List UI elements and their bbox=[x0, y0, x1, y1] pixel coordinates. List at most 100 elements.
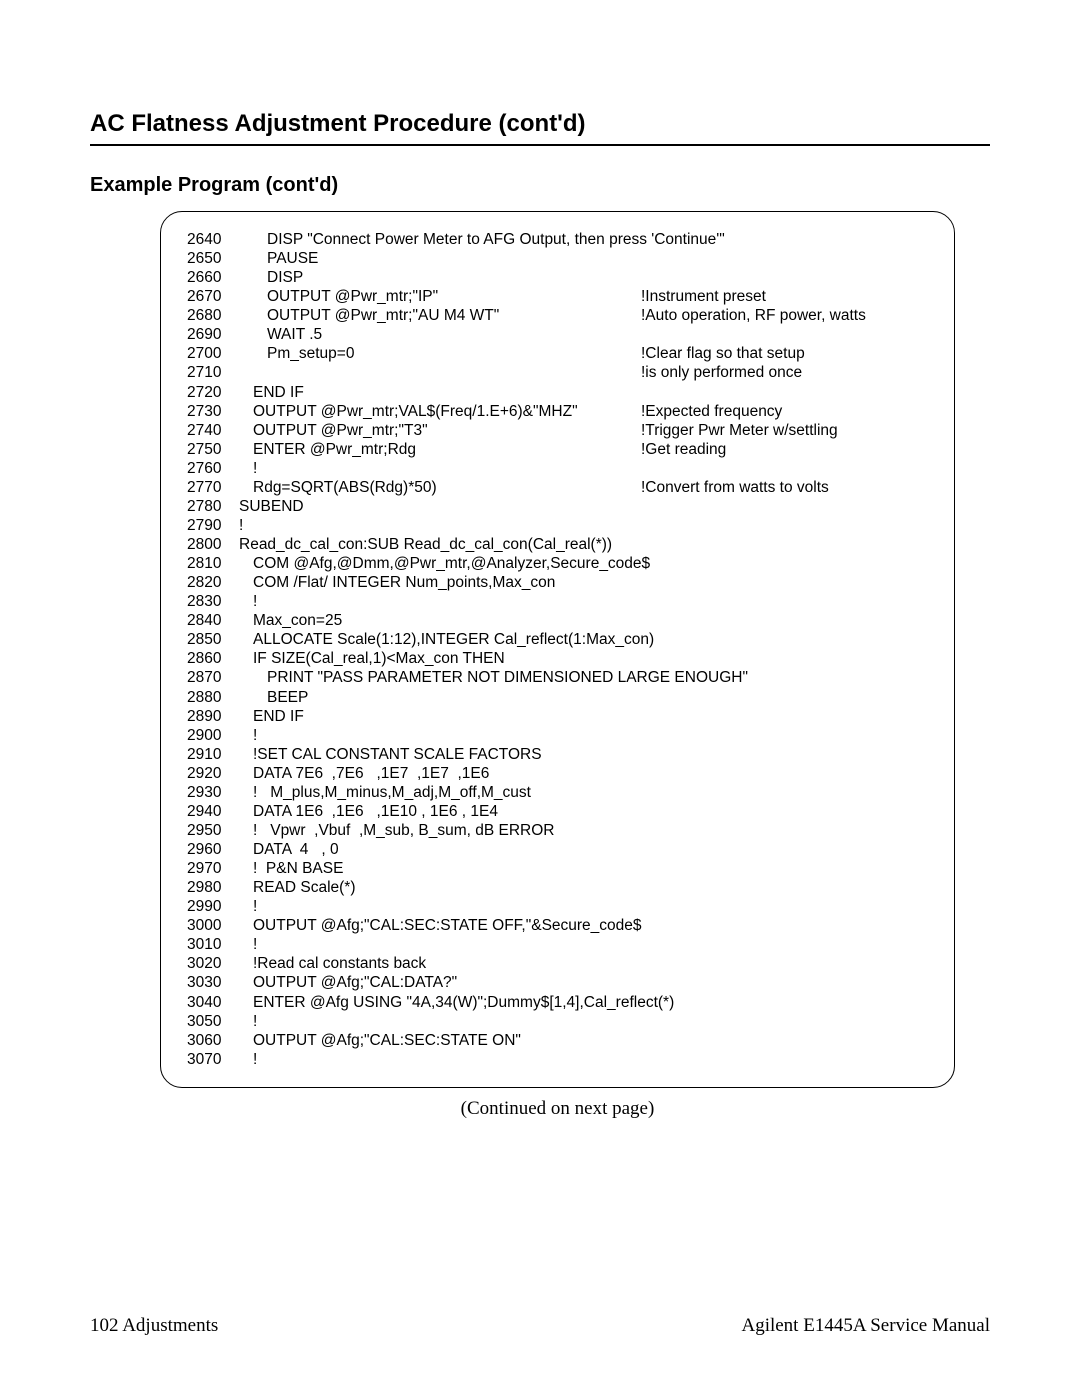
code-row: 2950! Vpwr ,Vbuf ,M_sub, B_sum, dB ERROR bbox=[187, 821, 928, 840]
code-text: ! M_plus,M_minus,M_adj,M_off,M_cust bbox=[239, 783, 641, 802]
code-text: IF SIZE(Cal_real,1)<Max_con THEN bbox=[239, 649, 641, 668]
line-number: 2740 bbox=[187, 421, 239, 440]
code-text: Pm_setup=0 bbox=[239, 344, 641, 363]
line-number: 2930 bbox=[187, 783, 239, 802]
code-text: READ Scale(*) bbox=[239, 878, 641, 897]
code-text: ! bbox=[239, 516, 641, 535]
code-statement: BEEP bbox=[267, 689, 308, 706]
code-row: 2890END IF bbox=[187, 707, 928, 726]
code-statement: OUTPUT @Pwr_mtr;"IP" bbox=[267, 288, 438, 305]
code-comment bbox=[641, 554, 928, 573]
code-statement: ! P&N BASE bbox=[253, 860, 343, 877]
code-row: 2860 IF SIZE(Cal_real,1)<Max_con THEN bbox=[187, 649, 928, 668]
code-text: ! bbox=[239, 459, 641, 478]
code-statement: COM /Flat/ INTEGER Num_points,Max_con bbox=[253, 574, 555, 591]
code-statement: DATA 1E6 ,1E6 ,1E10 , 1E6 , 1E4 bbox=[253, 803, 498, 820]
line-number: 2760 bbox=[187, 459, 239, 478]
code-statement: OUTPUT @Pwr_mtr;VAL$(Freq/1.E+6)&"MHZ" bbox=[253, 403, 578, 420]
line-number: 2890 bbox=[187, 707, 239, 726]
code-text: END IF bbox=[239, 707, 641, 726]
code-comment bbox=[641, 916, 928, 935]
code-comment bbox=[641, 249, 928, 268]
code-statement: !Read cal constants back bbox=[253, 955, 426, 972]
code-statement: ! bbox=[253, 727, 257, 744]
line-number: 2720 bbox=[187, 383, 239, 402]
code-text: PRINT "PASS PARAMETER NOT DIMENSIONED LA… bbox=[239, 668, 641, 687]
code-text: END IF bbox=[239, 383, 641, 402]
code-row: 3010! bbox=[187, 935, 928, 954]
line-number: 2810 bbox=[187, 554, 239, 573]
code-text: OUTPUT @Afg;"CAL:SEC:STATE OFF,"&Secure_… bbox=[239, 916, 641, 935]
code-row: 3070! bbox=[187, 1050, 928, 1069]
code-statement: Read_dc_cal_con:SUB Read_dc_cal_con(Cal_… bbox=[239, 536, 612, 553]
line-number: 2870 bbox=[187, 668, 239, 687]
code-text: ! Vpwr ,Vbuf ,M_sub, B_sum, dB ERROR bbox=[239, 821, 641, 840]
code-statement: IF SIZE(Cal_real,1)<Max_con THEN bbox=[253, 650, 505, 667]
line-number: 2820 bbox=[187, 573, 239, 592]
line-number: 2650 bbox=[187, 249, 239, 268]
page-footer: 102 Adjustments Agilent E1445A Service M… bbox=[90, 1315, 990, 1337]
code-row: 2820 COM /Flat/ INTEGER Num_points,Max_co… bbox=[187, 573, 928, 592]
code-row: 2910!SET CAL CONSTANT SCALE FACTORS bbox=[187, 745, 928, 764]
code-row: 2730OUTPUT @Pwr_mtr;VAL$(Freq/1.E+6)&"MH… bbox=[187, 402, 928, 421]
code-text: !Read cal constants back bbox=[239, 954, 641, 973]
code-row: 2790! bbox=[187, 516, 928, 535]
code-statement: ! Vpwr ,Vbuf ,M_sub, B_sum, dB ERROR bbox=[253, 822, 555, 839]
line-number: 2860 bbox=[187, 649, 239, 668]
line-number: 2690 bbox=[187, 325, 239, 344]
code-statement: ! bbox=[253, 936, 257, 953]
code-comment bbox=[641, 1050, 928, 1069]
code-statement: ! bbox=[253, 593, 257, 610]
line-number: 2640 bbox=[187, 230, 239, 249]
code-statement: ! bbox=[253, 460, 257, 477]
code-comment bbox=[641, 1012, 928, 1031]
line-number: 2960 bbox=[187, 840, 239, 859]
page-content: AC Flatness Adjustment Procedure (cont'd… bbox=[90, 110, 990, 1120]
code-row: 2800Read_dc_cal_con:SUB Read_dc_cal_con(… bbox=[187, 535, 928, 554]
title-rule bbox=[90, 144, 990, 146]
code-text: ! bbox=[239, 1050, 641, 1069]
code-comment bbox=[641, 535, 928, 554]
code-comment bbox=[641, 954, 928, 973]
code-statement: ! bbox=[253, 898, 257, 915]
code-row: 3020!Read cal constants back bbox=[187, 954, 928, 973]
code-row: 2660DISP bbox=[187, 268, 928, 287]
code-text: OUTPUT @Pwr_mtr;VAL$(Freq/1.E+6)&"MHZ" bbox=[239, 402, 641, 421]
line-number: 3010 bbox=[187, 935, 239, 954]
code-text: ! bbox=[239, 592, 641, 611]
code-comment bbox=[641, 973, 928, 992]
line-number: 2900 bbox=[187, 726, 239, 745]
code-row: 2770Rdg=SQRT(ABS(Rdg)*50)!Convert from w… bbox=[187, 478, 928, 497]
code-row: 2720END IF bbox=[187, 383, 928, 402]
code-statement: OUTPUT @Afg;"CAL:DATA?" bbox=[253, 974, 457, 991]
code-row: 2710!is only performed once bbox=[187, 363, 928, 382]
line-number: 3050 bbox=[187, 1012, 239, 1031]
code-comment: !Auto operation, RF power, watts bbox=[641, 306, 928, 325]
code-comment: !Instrument preset bbox=[641, 287, 928, 306]
code-statement: ! bbox=[239, 517, 243, 534]
code-comment bbox=[641, 707, 928, 726]
code-text: PAUSE bbox=[239, 249, 641, 268]
code-text: OUTPUT @Afg;"CAL:DATA?" bbox=[239, 973, 641, 992]
code-statement: !SET CAL CONSTANT SCALE FACTORS bbox=[253, 746, 542, 763]
code-statement: SUBEND bbox=[239, 498, 304, 515]
code-row: 2700Pm_setup=0!Clear flag so that setup bbox=[187, 344, 928, 363]
code-comment bbox=[641, 383, 928, 402]
code-statement: ! bbox=[253, 1051, 257, 1068]
code-row: 2640DISP "Connect Power Meter to AFG Out… bbox=[187, 230, 928, 249]
code-comment bbox=[641, 230, 928, 249]
code-comment bbox=[641, 821, 928, 840]
code-text: COM @Afg,@Dmm,@Pwr_mtr,@Analyzer,Secure_… bbox=[239, 554, 641, 573]
code-comment: !Get reading bbox=[641, 440, 928, 459]
code-statement: OUTPUT @Afg;"CAL:SEC:STATE OFF,"&Secure_… bbox=[253, 917, 642, 934]
code-comment bbox=[641, 325, 928, 344]
code-comment bbox=[641, 611, 928, 630]
line-number: 2790 bbox=[187, 516, 239, 535]
code-row: 2940DATA 1E6 ,1E6 ,1E10 , 1E6 , 1E4 bbox=[187, 802, 928, 821]
code-text: ENTER @Pwr_mtr;Rdg bbox=[239, 440, 641, 459]
code-text: DATA 4 , 0 bbox=[239, 840, 641, 859]
line-number: 2770 bbox=[187, 478, 239, 497]
code-comment bbox=[641, 840, 928, 859]
code-statement: PAUSE bbox=[267, 250, 318, 267]
code-statement: Rdg=SQRT(ABS(Rdg)*50) bbox=[253, 479, 437, 496]
